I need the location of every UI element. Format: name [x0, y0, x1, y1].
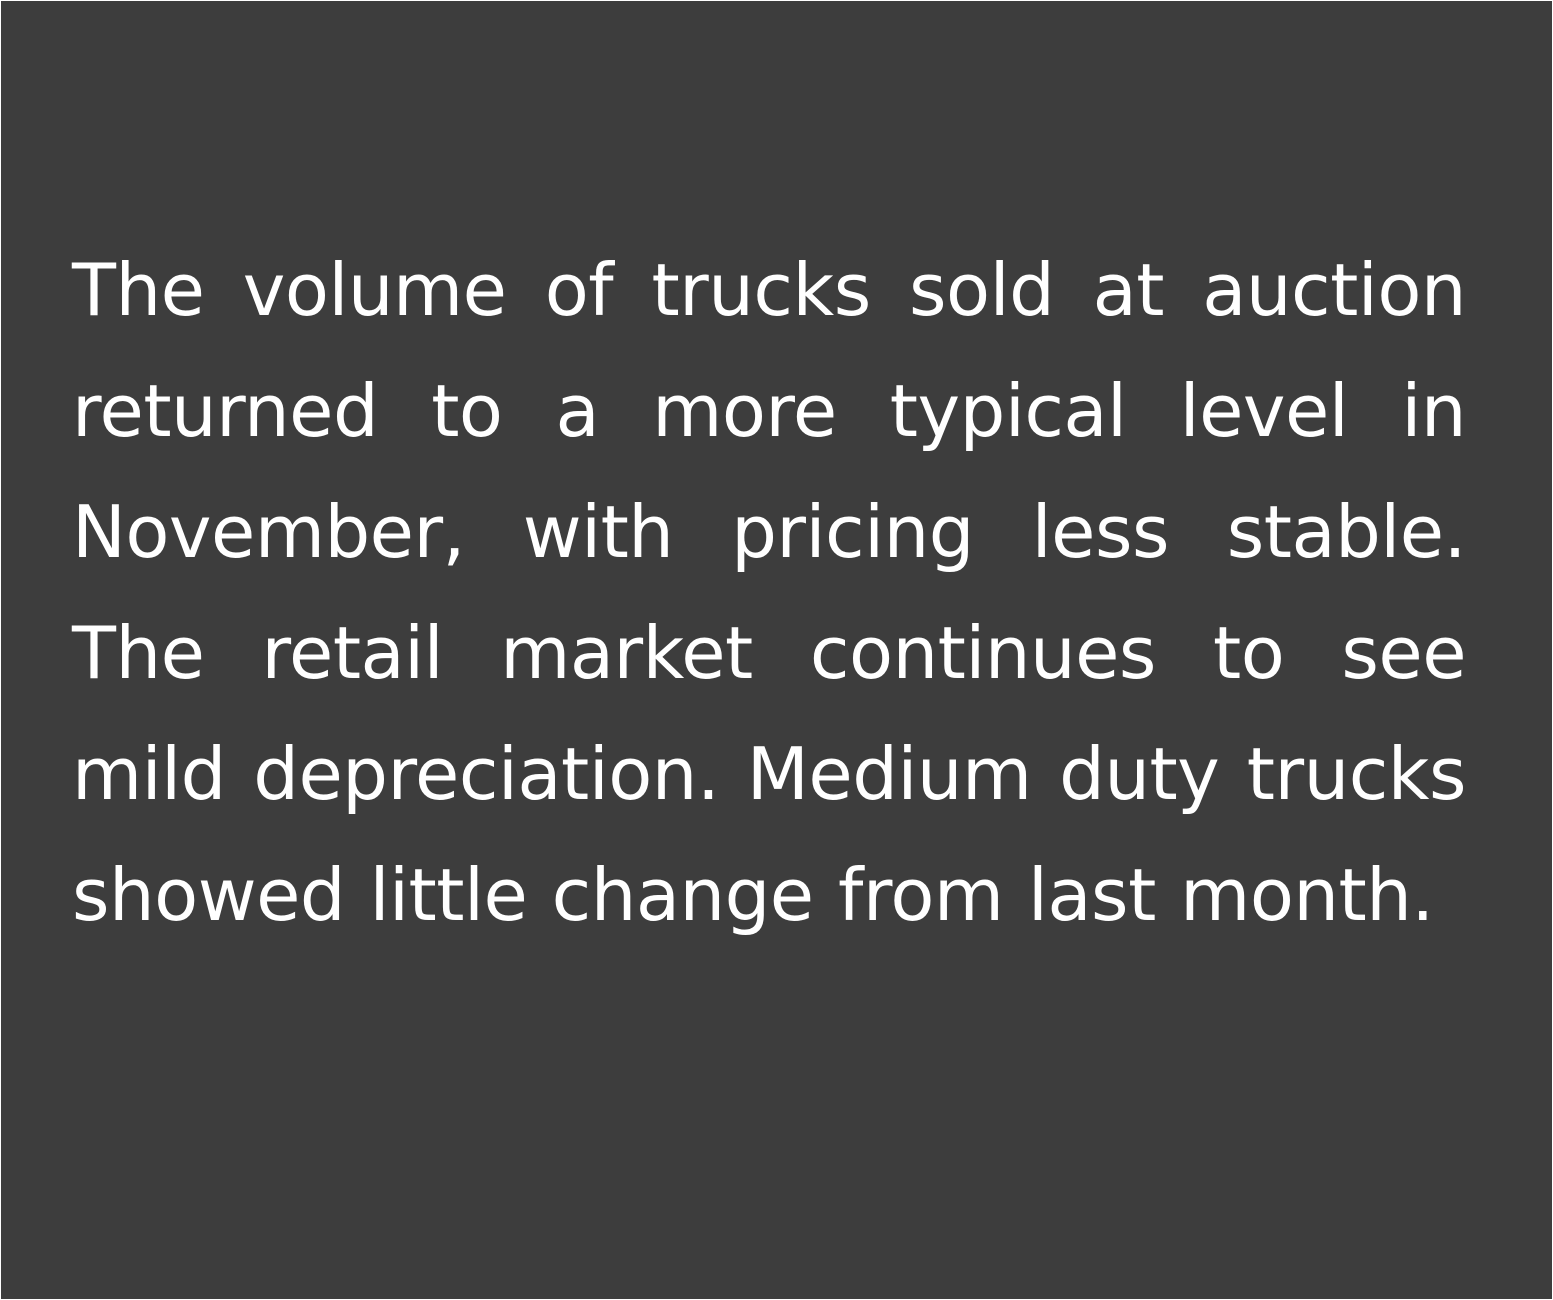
body-paragraph: The volume of trucks sold at auction ret… [72, 248, 1467, 937]
